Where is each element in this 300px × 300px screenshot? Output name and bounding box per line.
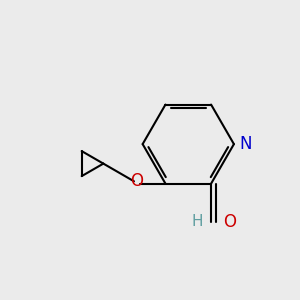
Text: N: N (239, 135, 252, 153)
Text: H: H (191, 214, 203, 230)
Text: O: O (130, 172, 143, 190)
Text: O: O (224, 213, 236, 231)
